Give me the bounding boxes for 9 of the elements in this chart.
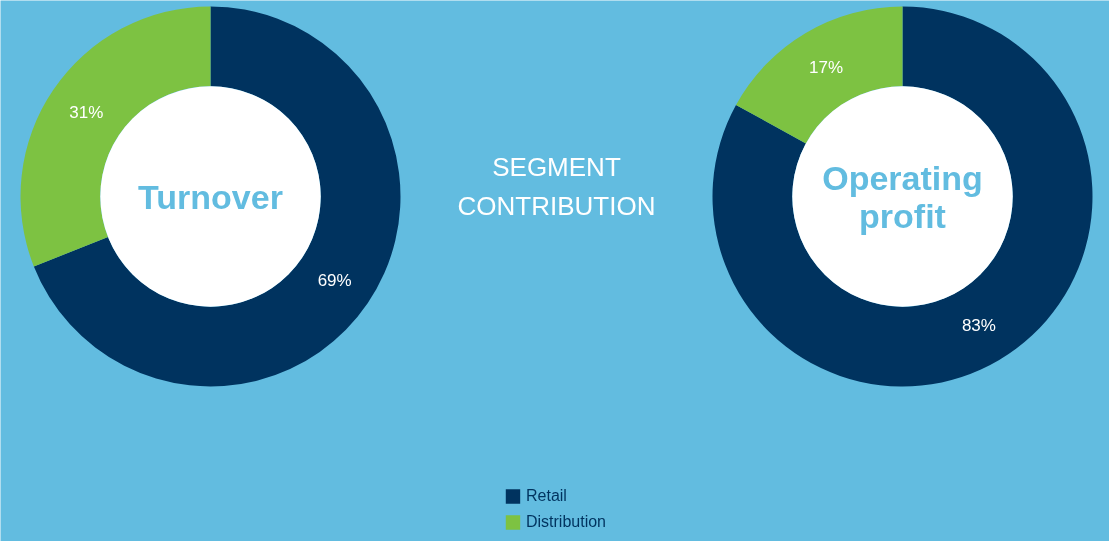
text: SEGMENT CONTRIBUTION [457,152,656,221]
data-label: 31% [69,102,104,122]
data-label: 83% [961,316,996,336]
text: Turnover [138,177,283,216]
text: Operating profit [822,158,983,235]
data-label: 17% [809,57,844,77]
legend-label: Retail [525,487,567,505]
data-label: 69% [317,271,352,291]
legend-label: Distribution [525,513,607,531]
